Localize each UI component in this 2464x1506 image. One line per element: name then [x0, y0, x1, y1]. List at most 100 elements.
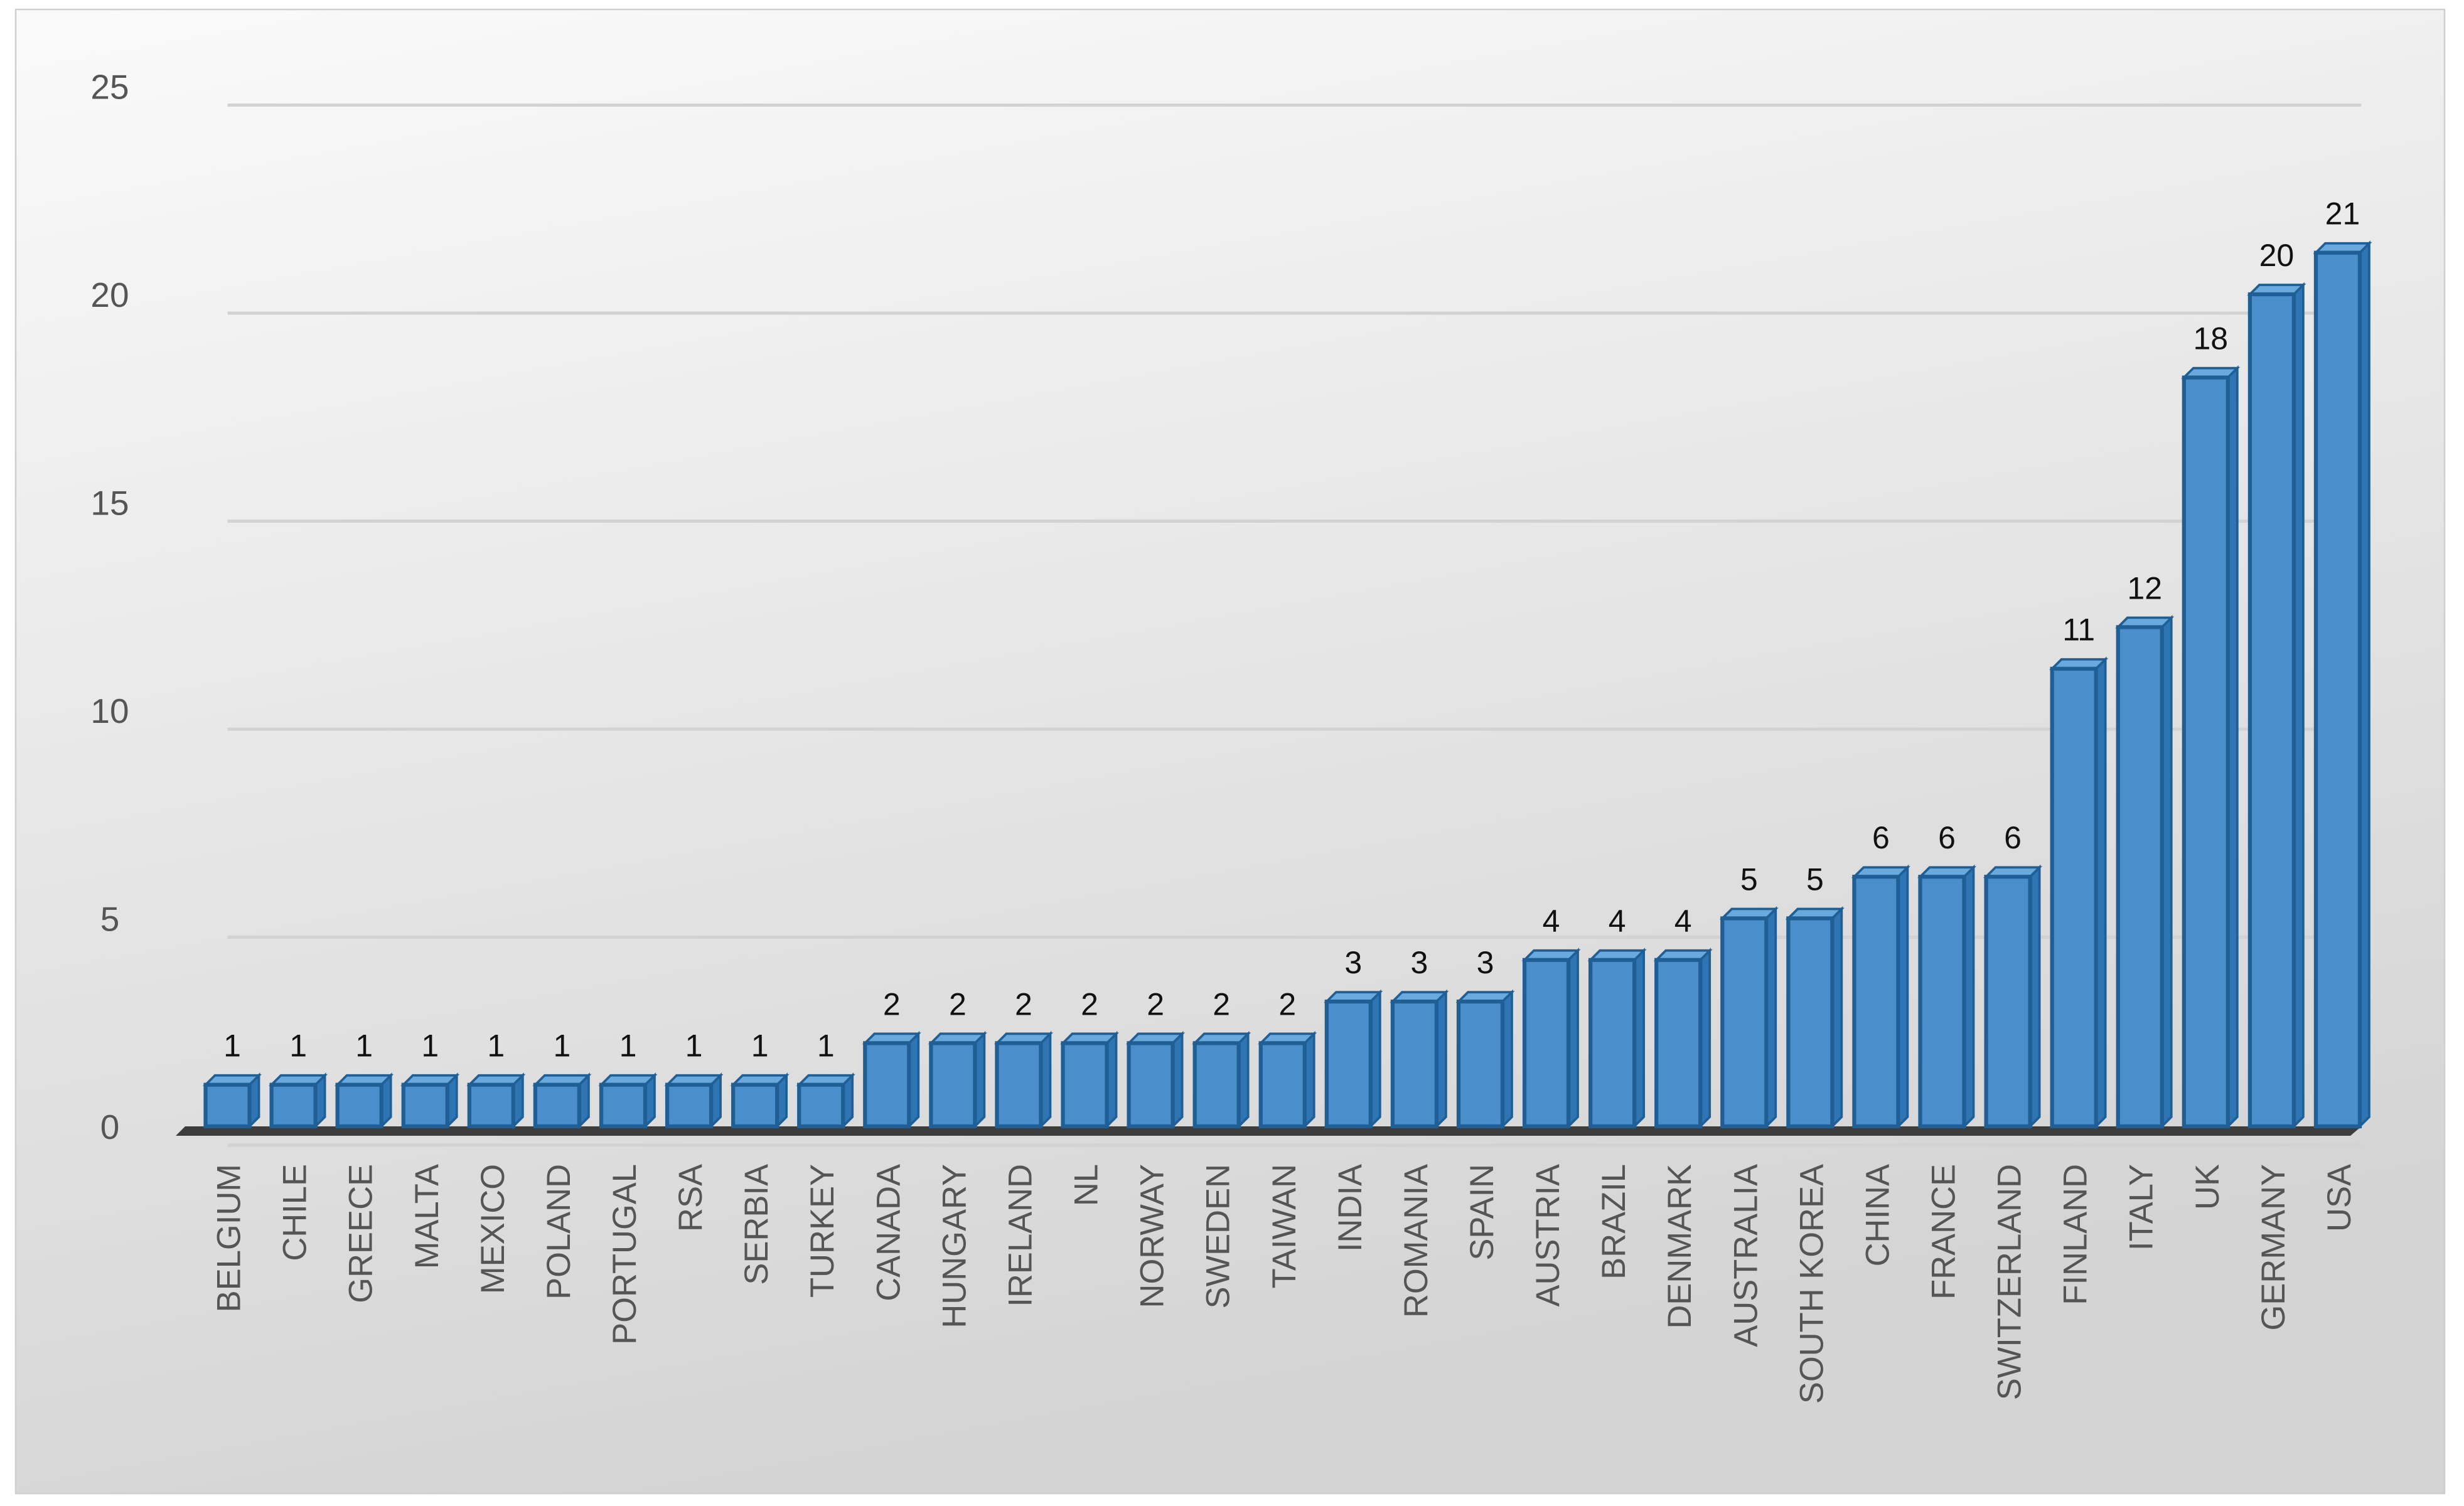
x-tick-label: USA: [2321, 1164, 2358, 1232]
data-label: 4: [1609, 904, 1626, 939]
data-label: 2: [949, 986, 967, 1022]
x-axis: [176, 1126, 2362, 1136]
x-tick-label: CHILE: [277, 1164, 314, 1261]
data-label: 6: [2004, 820, 2022, 855]
bar: [599, 1082, 648, 1129]
bar: [2116, 625, 2164, 1129]
bar: [1127, 1041, 1175, 1129]
data-label: 5: [1740, 862, 1758, 897]
bar: [2050, 666, 2098, 1129]
y-tick-label: 10: [90, 692, 129, 730]
x-tick-label: SPAIN: [1464, 1164, 1501, 1261]
bar: [1984, 875, 2032, 1129]
data-label: 1: [751, 1028, 769, 1064]
bar: [665, 1082, 714, 1129]
y-tick-label: 25: [90, 68, 129, 107]
bar: [995, 1041, 1043, 1129]
data-label: 11: [2062, 612, 2095, 648]
bar: [797, 1082, 845, 1129]
chart-background: [14, 8, 2446, 1495]
bar: [863, 1041, 911, 1129]
bar: [1390, 999, 1439, 1129]
data-label: 2: [1015, 986, 1032, 1022]
data-label: 18: [2193, 321, 2228, 356]
x-tick-label: TAIWAN: [1266, 1164, 1303, 1288]
x-tick-label: CHINA: [1859, 1164, 1896, 1266]
bar: [269, 1082, 318, 1129]
bar: [1522, 958, 1571, 1129]
x-tick-label: AUSTRALIA: [1727, 1164, 1764, 1347]
x-tick-label: NL: [1068, 1164, 1105, 1206]
x-tick-label: AUSTRIA: [1529, 1164, 1567, 1307]
bar: [1918, 875, 1966, 1129]
x-tick-label: SWEDEN: [1200, 1164, 1237, 1308]
data-label: 1: [355, 1028, 373, 1064]
data-label: 5: [1806, 862, 1824, 897]
x-tick-label: FRANCE: [1926, 1164, 1963, 1300]
data-label: 2: [1278, 986, 1296, 1022]
data-label: 3: [1477, 945, 1494, 980]
y-tick-label: 5: [100, 900, 120, 939]
bar: [1588, 958, 1637, 1129]
bar: [929, 1041, 977, 1129]
x-tick-label: ROMANIA: [1398, 1164, 1435, 1318]
bar: [1852, 875, 1900, 1129]
y-tick-label: 15: [90, 484, 129, 523]
data-label: 1: [487, 1028, 505, 1064]
data-label: 2: [883, 986, 901, 1022]
data-label: 20: [2259, 238, 2295, 273]
x-tick-label: NORWAY: [1134, 1164, 1171, 1308]
data-label: 1: [817, 1028, 835, 1064]
bar: [1258, 1041, 1307, 1129]
bar: [1192, 1041, 1241, 1129]
y-tick-label: 20: [90, 275, 129, 314]
data-label: 21: [2325, 196, 2360, 232]
data-label: 1: [289, 1028, 307, 1064]
bar: [533, 1082, 582, 1129]
data-label: 1: [223, 1028, 241, 1064]
x-tick-label: MEXICO: [474, 1164, 512, 1294]
x-tick-label: SOUTH KOREA: [1793, 1164, 1830, 1404]
data-label: 1: [554, 1028, 571, 1064]
data-label: 6: [1872, 820, 1890, 855]
data-label: 2: [1147, 986, 1164, 1022]
bar: [335, 1082, 383, 1129]
x-tick-label: IRELAND: [1002, 1164, 1039, 1307]
bar: [1654, 958, 1703, 1129]
x-tick-label: INDIA: [1332, 1164, 1369, 1252]
bar: [2247, 292, 2296, 1129]
bar: [467, 1082, 515, 1129]
x-tick-label: CANADA: [870, 1164, 907, 1301]
bar: [1061, 1041, 1109, 1129]
data-label: 3: [1410, 945, 1428, 980]
x-tick-label: GERMANY: [2255, 1164, 2292, 1330]
x-tick-label: ITALY: [2123, 1164, 2160, 1251]
x-tick-label: POLAND: [540, 1164, 577, 1300]
x-tick-label: BRAZIL: [1595, 1164, 1632, 1279]
bar: [1324, 999, 1373, 1129]
bar: [731, 1082, 779, 1129]
x-tick-label: HUNGARY: [936, 1164, 973, 1328]
x-tick-label: SERBIA: [738, 1164, 775, 1285]
data-label: 1: [685, 1028, 703, 1064]
x-tick-label: PORTUGAL: [606, 1164, 643, 1345]
data-label: 3: [1344, 945, 1362, 980]
x-tick-label: RSA: [672, 1164, 709, 1232]
bar: [203, 1082, 252, 1129]
bar: [1786, 916, 1835, 1129]
x-tick-label: FINLAND: [2057, 1164, 2094, 1305]
x-tick-label: DENMARK: [1661, 1164, 1698, 1329]
bar: [2313, 250, 2362, 1129]
y-tick-label: 0: [100, 1108, 120, 1146]
x-tick-label: SWITZERLAND: [1991, 1164, 2028, 1400]
data-label: 2: [1081, 986, 1098, 1022]
bar: [1456, 999, 1505, 1129]
data-label: 12: [2127, 570, 2162, 606]
x-tick-label: BELGIUM: [211, 1164, 248, 1312]
x-tick-label: GREECE: [343, 1164, 380, 1303]
x-tick-label: MALTA: [409, 1164, 446, 1269]
data-label: 4: [1674, 904, 1692, 939]
bar: [2182, 375, 2230, 1129]
